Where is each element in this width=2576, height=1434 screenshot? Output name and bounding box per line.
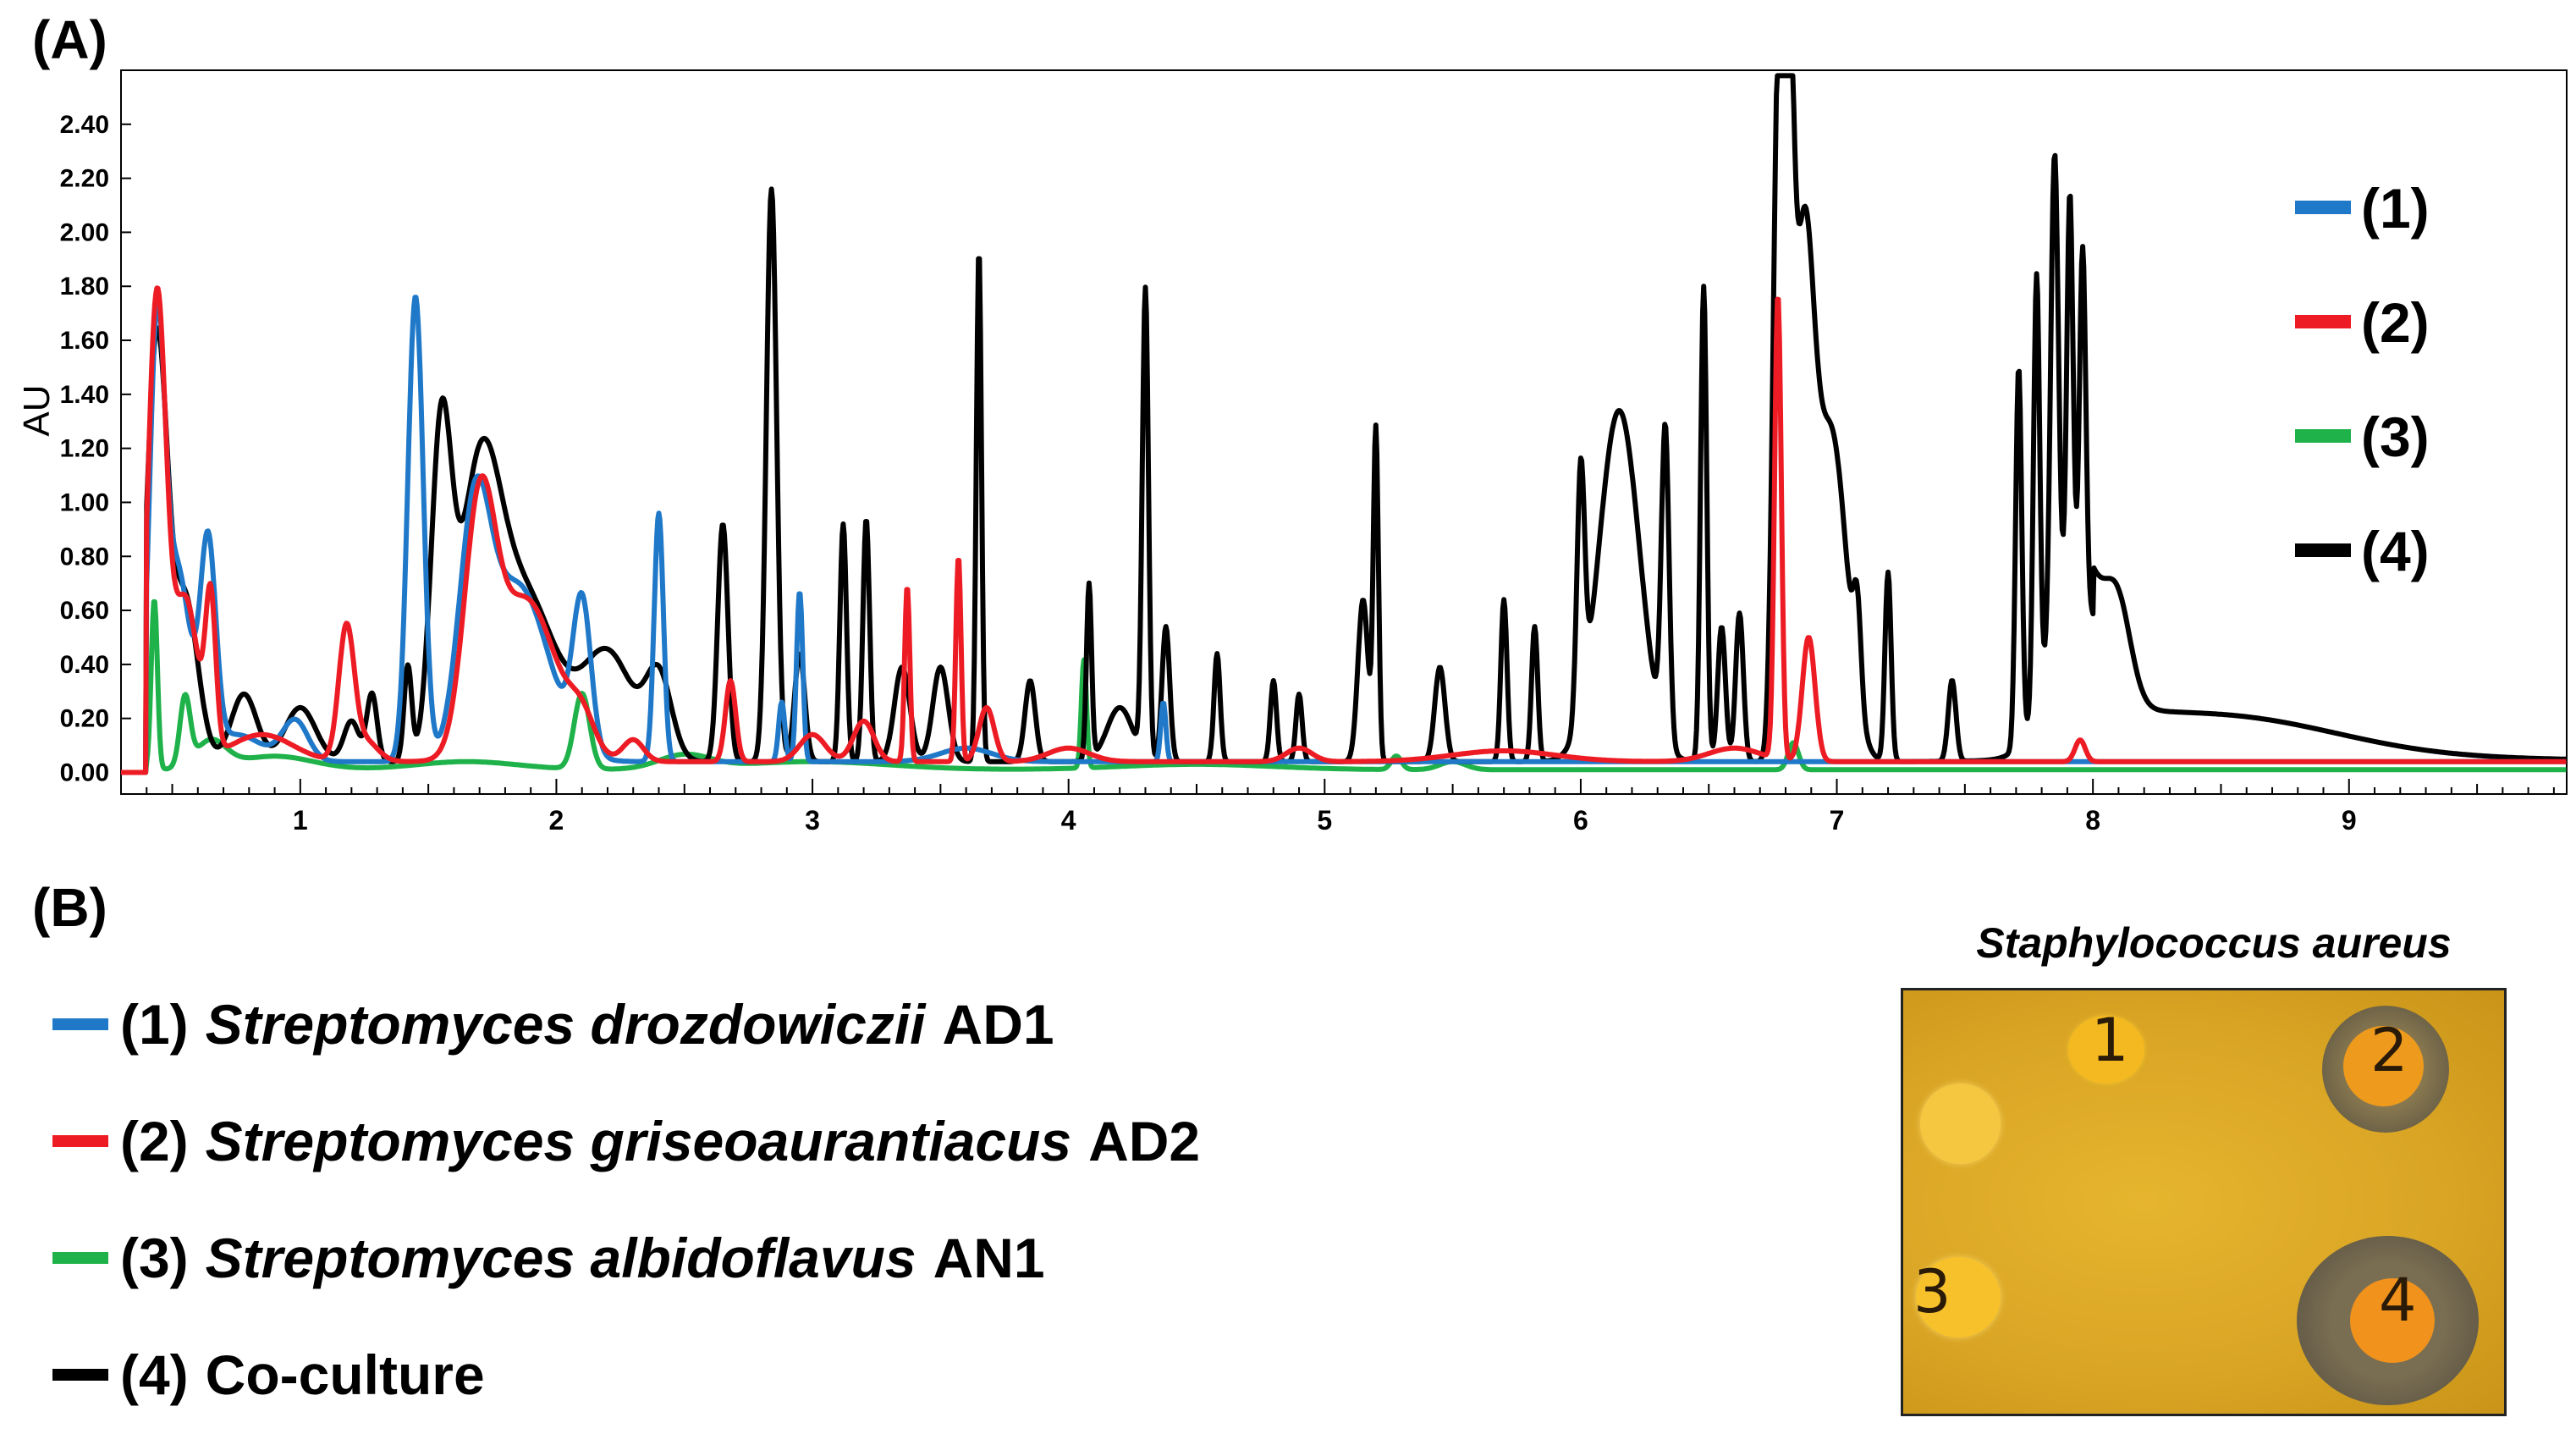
plot-frame [120,69,2568,795]
legend-a-swatch [2295,201,2351,214]
legend-b-number: (2) [120,1110,189,1172]
colony-4 [2350,1278,2435,1363]
series-line-2 [119,285,2568,775]
colony-unlabeled [1920,1084,2001,1164]
legend-a-swatch [2295,543,2351,557]
legend-b-strain: AN1 [933,1227,1045,1289]
legend-b-species: Co-culture [205,1343,485,1406]
legend-b-species: Streptomyces drozdowiczii [205,993,926,1056]
x-tick-label: 4 [1061,805,1076,836]
plate-label-2: 2 [2370,1016,2408,1085]
y-tick-label: 0.80 [60,543,109,571]
legend-b-number: (4) [120,1343,189,1406]
x-tick-label: 7 [1830,805,1845,836]
x-axis: 1 2 3 4 5 6 7 8 9 [146,779,2555,836]
plate-label-3: 3 [1913,1257,1951,1326]
legend-b-strain: AD2 [1088,1110,1201,1172]
panel-a-label: (A) [32,9,107,70]
y-tick-label: 0.00 [60,758,109,786]
x-tick-label: 6 [1573,805,1588,836]
legend-a-label: (4) [2361,520,2430,582]
legend-a: (1) (2) (3) (4) [2295,177,2430,582]
legend-b-species: Streptomyces griseoaurantiacus [205,1110,1072,1172]
agar-plate-image: 1 2 3 4 [1901,988,2507,1416]
y-tick-label: 0.20 [60,705,109,733]
legend-a-label: (1) [2361,177,2430,240]
y-tick-label: 1.60 [60,327,109,355]
legend-b-row: (1) Streptomyces drozdowiczii AD1 [52,982,1054,1067]
colony-3 [1916,1257,2001,1337]
y-tick-label: 1.00 [60,488,109,516]
y-tick-label: 2.40 [60,111,109,139]
legend-b-strain: AD1 [942,993,1054,1056]
y-tick-label: 0.40 [60,651,109,679]
x-tick-label: 9 [2342,805,2357,836]
plate-label-4: 4 [2379,1266,2417,1335]
series-line-4 [119,73,2568,775]
legend-a-swatch [2295,315,2351,328]
x-tick-label: 2 [549,805,564,836]
legend-b-swatch [52,1252,108,1264]
x-tick-label: 3 [805,805,820,836]
chromatogram-chart: 0.00 0.20 0.40 0.60 0.80 1.00 1.20 1.40 1.60 1.80… [16,69,2568,836]
legend-b-species: Streptomyces albidoflavus [205,1227,916,1289]
legend-b-row: (4) Co-culture [52,1332,502,1417]
legend-b-swatch [52,1369,108,1381]
legend-b-row: (3) Streptomyces albidoflavus AN1 [52,1216,1045,1300]
series-line-3 [119,598,2568,775]
legend-a-label: (2) [2361,291,2430,354]
y-axis: 0.00 0.20 0.40 0.60 0.80 1.00 1.20 1.40 1.60 1.80… [60,111,131,786]
legend-b-number: (1) [120,993,189,1056]
y-tick-label: 0.60 [60,597,109,625]
panel-b-label: (B) [32,877,107,938]
y-tick-label: 2.20 [60,165,109,193]
y-tick-label: 1.80 [60,273,109,301]
y-tick-label: 1.40 [60,381,109,409]
legend-b-number: (3) [120,1227,189,1289]
x-tick-label: 1 [293,805,308,836]
legend-a-swatch [2295,429,2351,443]
series-group [119,73,2568,775]
y-tick-label: 1.20 [60,435,109,463]
series-line-1 [119,295,2568,775]
legend-b-swatch [52,1135,108,1147]
colony-1 [2068,1016,2144,1084]
legend-b-swatch [52,1018,108,1030]
legend-b-row: (2) Streptomyces griseoaurantiacus AD2 [52,1099,1200,1183]
y-tick-label: 2.00 [60,218,109,246]
x-tick-label: 5 [1317,805,1332,836]
y-axis-label: AU [16,384,58,436]
colony-2 [2343,1026,2424,1106]
x-tick-label: 8 [2085,805,2100,836]
plate-title: Staphylococcus aureus [1976,919,2452,967]
plate-label-1: 1 [2091,1006,2129,1075]
legend-a-label: (3) [2361,405,2430,468]
